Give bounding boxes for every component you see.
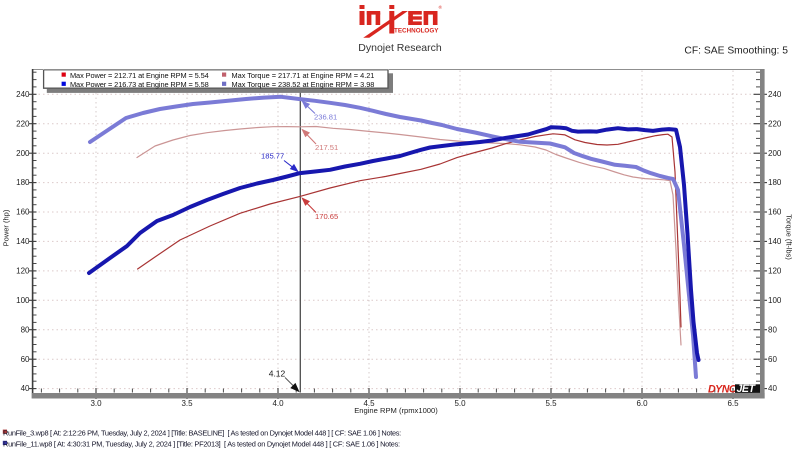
svg-text:185.77: 185.77: [261, 152, 284, 161]
svg-text:3.5: 3.5: [181, 399, 193, 408]
svg-text:170.65: 170.65: [315, 212, 338, 221]
svg-text:160: 160: [16, 208, 30, 217]
svg-text:4.0: 4.0: [272, 399, 284, 408]
svg-text:120: 120: [768, 267, 782, 276]
svg-text:Torque (ft-lbs): Torque (ft-lbs): [785, 214, 794, 260]
svg-text:DYNO: DYNO: [708, 383, 738, 395]
svg-text:®: ®: [439, 4, 443, 10]
svg-text:200: 200: [768, 149, 782, 158]
svg-text:240: 240: [768, 90, 782, 99]
svg-text:180: 180: [16, 178, 30, 187]
svg-text:4.5: 4.5: [363, 399, 375, 408]
svg-text:236.81: 236.81: [314, 113, 337, 122]
svg-text:217.51: 217.51: [315, 143, 338, 152]
svg-text:40: 40: [768, 384, 777, 393]
svg-text:CF: SAE Smoothing: 5: CF: SAE Smoothing: 5: [684, 46, 788, 57]
svg-text:60: 60: [768, 355, 777, 364]
svg-text:RunFile_11.wp8 [ At: 4:30:31 P: RunFile_11.wp8 [ At: 4:30:31 PM, Tuesday…: [3, 440, 400, 449]
svg-text:40: 40: [21, 384, 30, 393]
svg-text:140: 140: [768, 237, 782, 246]
svg-text:120: 120: [16, 267, 30, 276]
svg-text:80: 80: [21, 325, 30, 334]
svg-text:6.0: 6.0: [636, 399, 648, 408]
svg-text:240: 240: [16, 90, 30, 99]
svg-text:Dynojet Research: Dynojet Research: [358, 42, 442, 54]
svg-text:JET: JET: [737, 383, 757, 395]
svg-text:TECHNOLOGY: TECHNOLOGY: [394, 28, 439, 35]
svg-text:Max Power = 212.71 at Engine R: Max Power = 212.71 at Engine RPM = 5.54: [70, 71, 209, 80]
svg-text:60: 60: [21, 355, 30, 364]
svg-text:3.0: 3.0: [90, 399, 102, 408]
svg-text:220: 220: [16, 119, 30, 128]
svg-text:4.12: 4.12: [269, 369, 286, 379]
svg-text:200: 200: [16, 149, 30, 158]
svg-text:5.0: 5.0: [454, 399, 466, 408]
svg-text:160: 160: [768, 208, 782, 217]
svg-text:Max Torque = 238.52 at Engine: Max Torque = 238.52 at Engine RPM = 3.98: [232, 80, 375, 89]
svg-text:220: 220: [768, 119, 782, 128]
svg-text:80: 80: [768, 325, 777, 334]
svg-text:Max Power = 216.73 at Engine R: Max Power = 216.73 at Engine RPM = 5.58: [70, 80, 209, 89]
svg-text:RunFile_3.wp8 [ At: 2:12:26 PM: RunFile_3.wp8 [ At: 2:12:26 PM, Tuesday,…: [3, 429, 401, 438]
svg-text:6.5: 6.5: [727, 399, 739, 408]
svg-text:140: 140: [16, 237, 30, 246]
svg-text:Power (hp): Power (hp): [2, 209, 11, 246]
svg-text:Engine RPM (rpmx1000): Engine RPM (rpmx1000): [354, 406, 438, 415]
svg-text:Max Torque = 217.71 at Engine: Max Torque = 217.71 at Engine RPM = 4.21: [232, 71, 375, 80]
svg-text:180: 180: [768, 178, 782, 187]
svg-text:5.5: 5.5: [545, 399, 557, 408]
svg-text:100: 100: [16, 296, 30, 305]
svg-text:100: 100: [768, 296, 782, 305]
